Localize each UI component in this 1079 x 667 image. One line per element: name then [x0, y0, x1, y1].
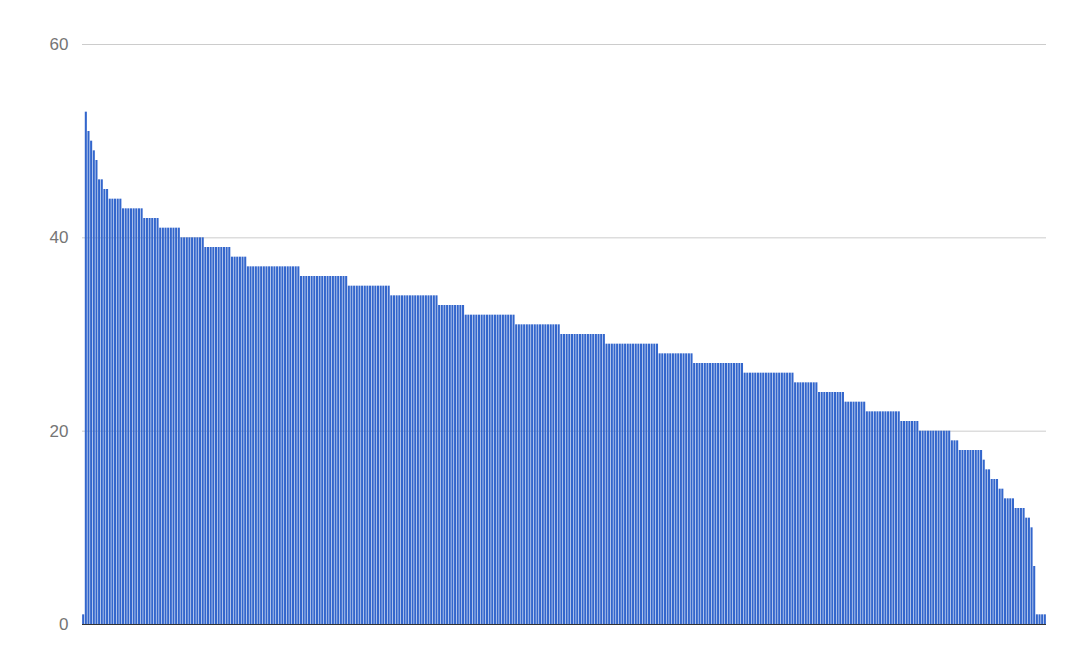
- svg-text:0: 0: [59, 615, 68, 634]
- svg-text:20: 20: [50, 422, 69, 441]
- svg-text:40: 40: [50, 228, 69, 247]
- svg-text:60: 60: [50, 35, 69, 54]
